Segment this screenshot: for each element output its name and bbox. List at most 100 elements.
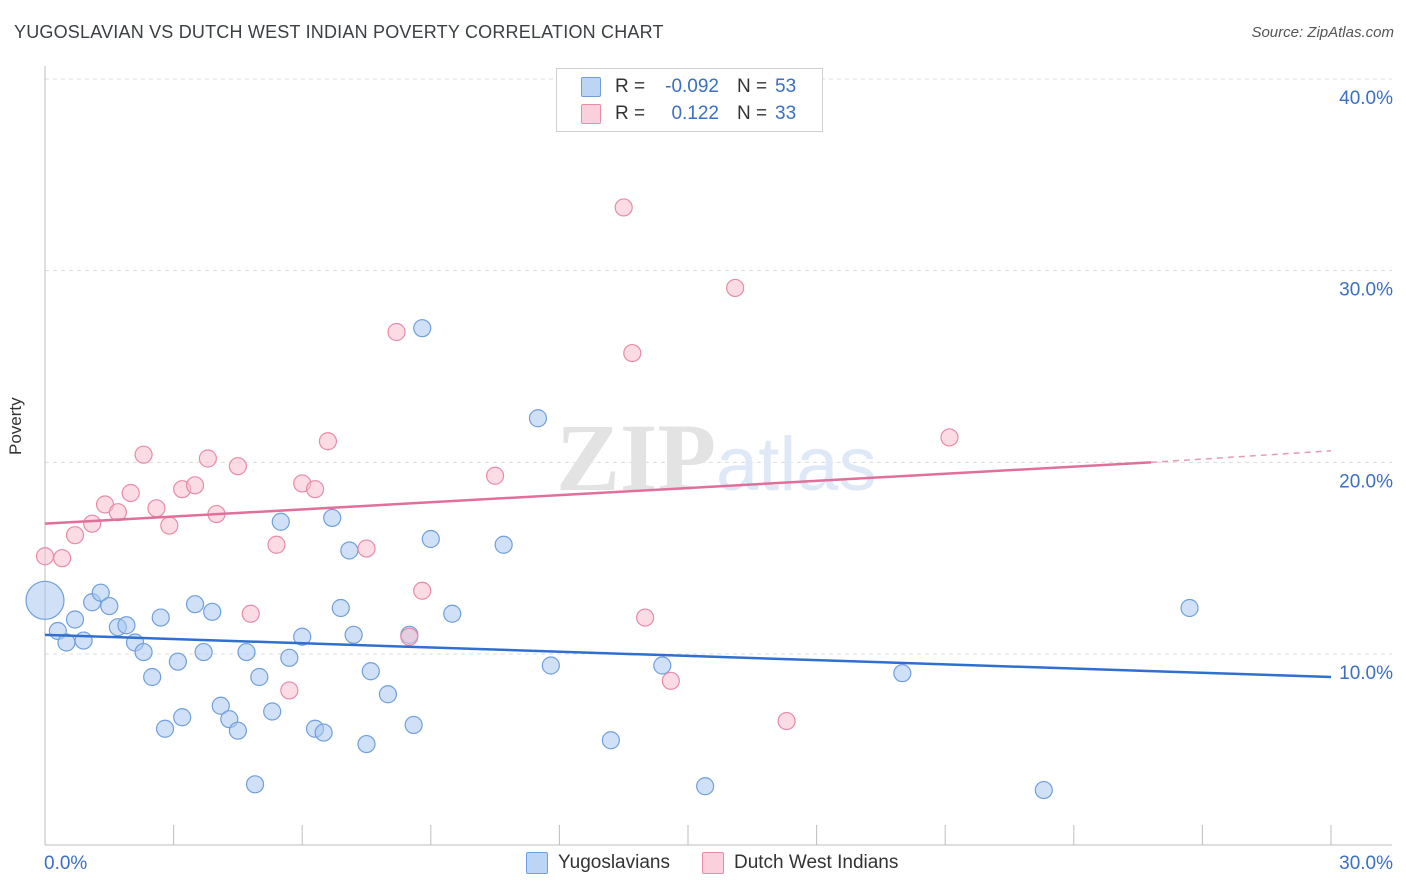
dutch-west-indian-point bbox=[83, 514, 102, 533]
blue-swatch-icon bbox=[581, 77, 601, 97]
dutch-west-indian-point bbox=[661, 671, 680, 690]
y-tick-label: 30.0% bbox=[1339, 280, 1393, 301]
y-tick-label: 40.0% bbox=[1339, 88, 1393, 109]
yugoslavian-point bbox=[1180, 598, 1199, 618]
yugoslavian-point bbox=[134, 642, 153, 662]
yugoslavian-point bbox=[413, 319, 432, 338]
yugoslavian-point bbox=[100, 596, 119, 616]
yugoslavian-point bbox=[203, 602, 222, 621]
yugoslavian-point bbox=[696, 777, 715, 796]
dutch-west-indian-point bbox=[198, 449, 217, 468]
dutch-west-indian-trend-line bbox=[44, 461, 1152, 525]
dutch-west-indian-point bbox=[160, 516, 179, 535]
series-legend: Yugoslavians Dutch West Indians bbox=[526, 852, 930, 874]
dutch-west-indian-point bbox=[400, 627, 419, 646]
yugoslavian-point bbox=[65, 610, 85, 629]
pink-swatch-icon bbox=[581, 104, 601, 124]
r-value: 0.122 bbox=[671, 103, 719, 124]
yugoslavian-point bbox=[237, 642, 256, 662]
dutch-west-indian-point bbox=[134, 445, 153, 464]
dutch-west-indian-point bbox=[940, 428, 959, 447]
x-tick-label: 0.0% bbox=[44, 853, 87, 874]
dutch-west-indian-point bbox=[228, 457, 247, 476]
dutch-west-indian-point bbox=[387, 322, 406, 342]
source-label: Source: ZipAtlas.com bbox=[1251, 24, 1394, 41]
yugoslavian-point bbox=[653, 656, 672, 675]
yugoslavian-point bbox=[211, 696, 230, 715]
yugoslavian-point bbox=[323, 508, 342, 528]
r-label: R = bbox=[615, 76, 646, 97]
chart-title: YUGOSLAVIAN VS DUTCH WEST INDIAN POVERTY… bbox=[14, 22, 664, 42]
dutch-west-indian-point bbox=[147, 499, 166, 518]
yugoslavian-point bbox=[263, 702, 282, 721]
y-tick-label: 10.0% bbox=[1339, 663, 1393, 684]
dutch-west-indian-point bbox=[777, 711, 796, 731]
correlation-legend: R = -0.092 N = 53 R = 0.122 N = 33 bbox=[556, 68, 823, 132]
dutch-west-indian-point bbox=[280, 681, 299, 700]
yugoslavian-point bbox=[1034, 780, 1053, 800]
dutch-west-indian-point bbox=[318, 432, 338, 451]
yugoslavian-point bbox=[91, 583, 110, 602]
dutch-west-indian-point bbox=[726, 278, 745, 298]
yugoslavian-point bbox=[185, 595, 205, 614]
yugoslavian-point bbox=[117, 616, 136, 635]
dutch-west-indian-point bbox=[185, 476, 205, 495]
yugoslavian-point bbox=[357, 734, 376, 754]
yugoslavian-point bbox=[271, 512, 290, 531]
dutch-west-indian-point bbox=[53, 549, 72, 568]
pink-swatch-icon bbox=[701, 852, 724, 874]
legend-item-yugoslavians: Yugoslavians bbox=[526, 852, 670, 874]
yugoslavian-point bbox=[74, 631, 93, 650]
yugoslavian-point bbox=[250, 667, 269, 687]
yugoslavian-point bbox=[168, 652, 187, 671]
yugoslavian-point bbox=[361, 662, 380, 681]
yugoslavian-point bbox=[494, 535, 513, 554]
legend-row-yugoslavians: R = -0.092 N = 53 bbox=[581, 75, 796, 99]
yugoslavian-point bbox=[404, 715, 423, 735]
legend-row-dutch-west-indians: R = 0.122 N = 33 bbox=[581, 102, 796, 126]
yugoslavian-point bbox=[155, 719, 175, 738]
yugoslavian-point bbox=[421, 529, 440, 549]
legend-label: Dutch West Indians bbox=[733, 852, 899, 873]
n-value: 53 bbox=[775, 76, 797, 97]
yugoslavian-point bbox=[314, 723, 333, 742]
dutch-west-indian-point bbox=[65, 526, 85, 545]
yugoslavian-point bbox=[344, 625, 363, 644]
r-value: -0.092 bbox=[665, 76, 719, 97]
y-tick-label: 20.0% bbox=[1339, 471, 1393, 492]
yugoslavian-point bbox=[340, 541, 359, 560]
dutch-west-indian-point bbox=[636, 608, 655, 627]
x-tick-label: 30.0% bbox=[1339, 853, 1393, 874]
n-value: 33 bbox=[775, 103, 797, 124]
dutch-west-indian-point bbox=[614, 198, 633, 217]
r-label: R = bbox=[615, 103, 646, 124]
blue-swatch-icon bbox=[526, 852, 548, 874]
yugoslavian-point bbox=[528, 409, 548, 428]
dutch-west-indian-point bbox=[241, 604, 260, 623]
legend-item-dutch-west-indians: Dutch West Indians bbox=[701, 852, 899, 874]
yugoslavian-trend-line bbox=[44, 633, 1332, 679]
dutch-west-indian-point bbox=[486, 466, 505, 485]
yugoslavian-point bbox=[280, 648, 299, 667]
yugoslavian-point bbox=[443, 604, 462, 623]
dutch-west-indian-point bbox=[267, 535, 286, 554]
yugoslavian-point bbox=[601, 731, 620, 750]
n-label: N = bbox=[737, 76, 768, 97]
legend-label: Yugoslavians bbox=[558, 852, 670, 873]
yugoslavian-point bbox=[151, 608, 170, 627]
dutch-west-indian-point bbox=[413, 581, 432, 600]
yugoslavian-point bbox=[228, 721, 247, 740]
yugoslavian-point bbox=[25, 580, 65, 620]
dutch-west-indian-point bbox=[35, 547, 55, 566]
dutch-west-indian-point bbox=[305, 480, 325, 499]
dutch-west-indian-trend-extension bbox=[1150, 450, 1332, 464]
yugoslavian-point bbox=[331, 598, 350, 618]
yugoslavian-point bbox=[194, 642, 213, 662]
dutch-west-indian-point bbox=[623, 343, 642, 363]
n-label: N = bbox=[737, 103, 768, 124]
yugoslavian-point bbox=[893, 664, 912, 683]
watermark-atlas: atlas bbox=[716, 422, 877, 507]
yugoslavian-point bbox=[173, 708, 192, 727]
yugoslavian-point bbox=[245, 775, 265, 794]
